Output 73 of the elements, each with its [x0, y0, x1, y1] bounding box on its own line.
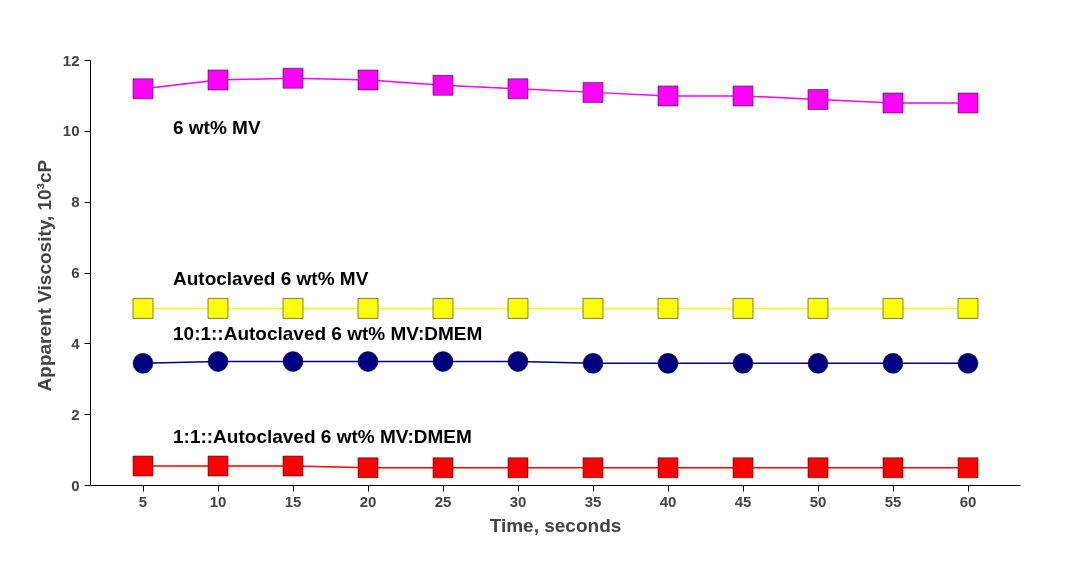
point [357, 351, 379, 372]
point [657, 298, 679, 319]
point [207, 298, 229, 319]
x-axis-title: Time, seconds [489, 514, 622, 536]
point [657, 457, 679, 479]
series-label: 6 wt% MV [173, 117, 261, 139]
series-label: 1:1::Autoclaved 6 wt% MV:DMEM [173, 425, 472, 447]
point [582, 82, 604, 103]
x-tick-label: 35 [584, 492, 602, 510]
x-tick-label: 50 [809, 492, 827, 510]
series-label: 10:1::Autoclaved 6 wt% MV:DMEM [173, 322, 483, 344]
point [732, 85, 754, 107]
point [132, 455, 154, 477]
x-tick-label: 60 [959, 492, 977, 510]
point [207, 351, 229, 372]
point [957, 92, 979, 114]
y-tick-label: 2 [71, 405, 80, 423]
series-label: Autoclaved 6 wt% MV [173, 267, 369, 289]
point [507, 78, 529, 100]
point [432, 75, 454, 96]
point [582, 298, 604, 319]
point [882, 92, 904, 114]
x-tick-label: 45 [734, 492, 752, 510]
y-tick-label: 6 [71, 264, 80, 281]
x-tick-label: 10 [209, 492, 227, 510]
x-tick-label: 55 [884, 492, 902, 510]
point [207, 455, 229, 477]
point [732, 353, 754, 374]
point [807, 89, 829, 110]
point [807, 353, 829, 374]
x-tick-label: 5 [138, 492, 148, 510]
point [957, 353, 979, 374]
point [807, 298, 829, 319]
point [582, 457, 604, 479]
y-tick-label: 0 [71, 476, 80, 494]
x-tick-label: 15 [284, 492, 302, 510]
point [282, 67, 304, 89]
point [432, 351, 454, 372]
point [732, 457, 754, 479]
point [207, 69, 229, 91]
point [282, 351, 304, 372]
point [282, 455, 304, 477]
y-tick-label: 10 [62, 122, 80, 140]
y-axis-title: Apparent Viscosity, 10³cP [33, 159, 55, 392]
point [282, 298, 304, 319]
point [882, 457, 904, 479]
point [507, 298, 529, 319]
x-tick-label: 20 [359, 492, 377, 510]
x-tick-label: 25 [434, 492, 452, 510]
point [657, 85, 679, 107]
y-tick-label: 4 [71, 334, 81, 352]
point [132, 78, 154, 100]
point [132, 298, 154, 319]
point [957, 457, 979, 479]
point [432, 457, 454, 479]
point [507, 457, 529, 479]
point [507, 351, 529, 372]
point [807, 457, 829, 479]
point [957, 298, 979, 319]
point [432, 298, 454, 319]
point [357, 457, 379, 479]
x-tick-label: 30 [509, 492, 527, 510]
x-tick-label: 40 [659, 492, 677, 510]
y-tick-label: 8 [71, 193, 80, 211]
point [882, 353, 904, 374]
point [357, 69, 379, 91]
point [882, 298, 904, 319]
point [657, 353, 679, 374]
point [582, 353, 604, 374]
y-tick-label: 12 [62, 51, 80, 69]
point [732, 298, 754, 319]
point [357, 298, 379, 319]
point [132, 353, 154, 374]
